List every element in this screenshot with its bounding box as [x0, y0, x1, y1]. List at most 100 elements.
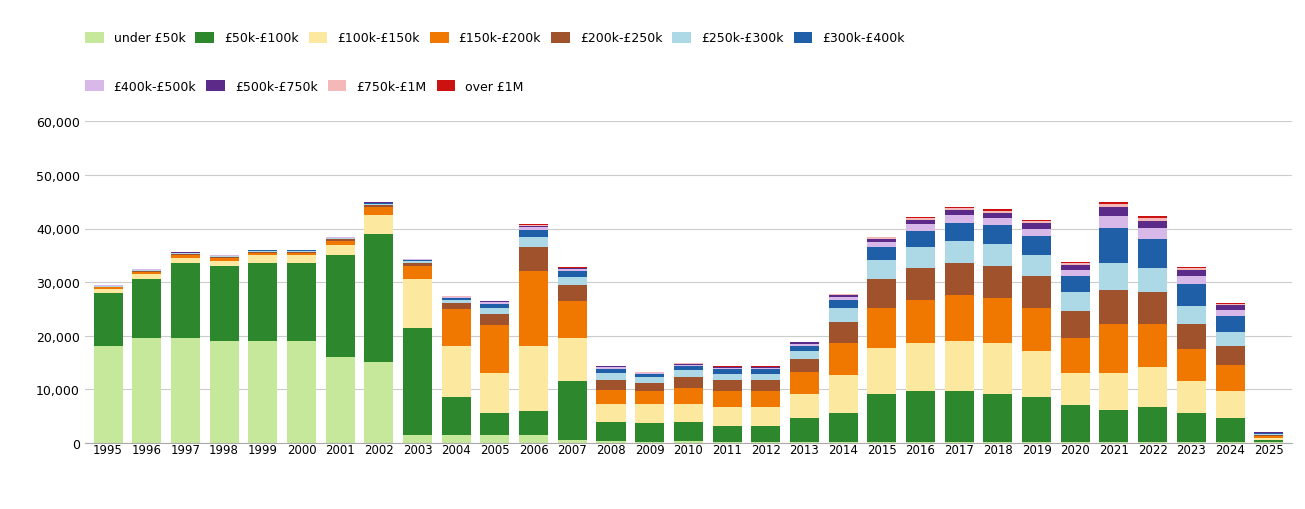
Bar — [480, 308, 509, 315]
Text: 2025: 2025 — [1254, 443, 1284, 456]
Text: 2009: 2009 — [634, 443, 664, 456]
Bar — [132, 274, 162, 280]
Bar — [945, 263, 974, 295]
Bar — [1254, 440, 1283, 442]
Text: 2024: 2024 — [1215, 443, 1245, 456]
Bar — [868, 308, 897, 349]
Bar — [1061, 442, 1090, 443]
Bar — [480, 374, 509, 413]
Text: 2014: 2014 — [829, 443, 859, 456]
Bar — [790, 418, 820, 442]
Bar — [984, 213, 1013, 218]
Bar — [403, 260, 432, 261]
Bar — [790, 343, 820, 344]
Bar — [132, 280, 162, 338]
Bar — [1138, 269, 1167, 293]
Bar — [94, 290, 123, 293]
Bar — [636, 375, 664, 378]
Bar — [906, 220, 936, 225]
Bar — [945, 216, 974, 223]
Bar — [752, 367, 780, 369]
Text: 2007: 2007 — [557, 443, 587, 456]
Bar — [1177, 277, 1206, 285]
Bar — [326, 241, 355, 245]
Bar — [210, 261, 239, 266]
Bar — [1022, 397, 1051, 442]
Bar — [441, 347, 471, 398]
Text: 2020: 2020 — [1061, 443, 1090, 456]
Bar — [868, 261, 897, 279]
Bar — [1100, 325, 1129, 373]
Bar — [945, 242, 974, 263]
Bar — [1177, 349, 1206, 381]
Bar — [984, 344, 1013, 394]
Bar — [829, 322, 857, 344]
Bar — [287, 252, 316, 253]
Bar — [1138, 239, 1167, 269]
Bar — [364, 216, 393, 234]
Bar — [752, 442, 780, 443]
Bar — [868, 247, 897, 261]
Bar — [519, 226, 548, 228]
Bar — [403, 262, 432, 264]
Bar — [557, 338, 587, 381]
Text: 2023: 2023 — [1177, 443, 1206, 456]
Text: 2008: 2008 — [596, 443, 626, 456]
Bar — [790, 344, 820, 346]
Bar — [673, 377, 703, 388]
Bar — [519, 225, 548, 226]
Bar — [403, 435, 432, 443]
Bar — [1022, 256, 1051, 277]
Bar — [1100, 203, 1129, 205]
Bar — [557, 285, 587, 301]
Bar — [480, 325, 509, 374]
Bar — [1022, 221, 1051, 222]
Bar — [945, 295, 974, 341]
Bar — [94, 347, 123, 443]
Bar — [519, 237, 548, 248]
Text: 1998: 1998 — [209, 443, 239, 456]
Bar — [557, 272, 587, 277]
Bar — [868, 279, 897, 308]
Text: 2018: 2018 — [983, 443, 1013, 456]
Bar — [1138, 217, 1167, 218]
Bar — [1254, 434, 1283, 435]
Bar — [945, 391, 974, 442]
Bar — [945, 207, 974, 209]
Bar — [1138, 293, 1167, 325]
Bar — [984, 245, 1013, 266]
Bar — [868, 394, 897, 442]
Text: 2021: 2021 — [1099, 443, 1129, 456]
Bar — [1022, 224, 1051, 229]
Text: 2022: 2022 — [1138, 443, 1168, 456]
Bar — [596, 422, 625, 441]
Text: 2010: 2010 — [673, 443, 703, 456]
Text: 2016: 2016 — [906, 443, 936, 456]
Bar — [906, 225, 936, 231]
Bar — [94, 293, 123, 347]
Bar — [790, 442, 820, 443]
Bar — [1215, 317, 1245, 333]
Bar — [1215, 391, 1245, 418]
Bar — [132, 270, 162, 271]
Bar — [364, 208, 393, 216]
Bar — [906, 391, 936, 442]
Bar — [557, 268, 587, 269]
Bar — [1215, 333, 1245, 346]
Bar — [210, 257, 239, 258]
Bar — [248, 264, 277, 341]
Bar — [829, 308, 857, 322]
Bar — [868, 442, 897, 443]
Bar — [210, 266, 239, 341]
Bar — [1061, 405, 1090, 442]
Bar — [171, 254, 200, 256]
Bar — [713, 380, 741, 391]
Bar — [636, 404, 664, 423]
Bar — [403, 266, 432, 280]
Bar — [596, 369, 625, 374]
Bar — [557, 301, 587, 338]
Bar — [519, 347, 548, 411]
Text: 1999: 1999 — [248, 443, 278, 456]
Bar — [829, 294, 857, 295]
Bar — [403, 280, 432, 328]
